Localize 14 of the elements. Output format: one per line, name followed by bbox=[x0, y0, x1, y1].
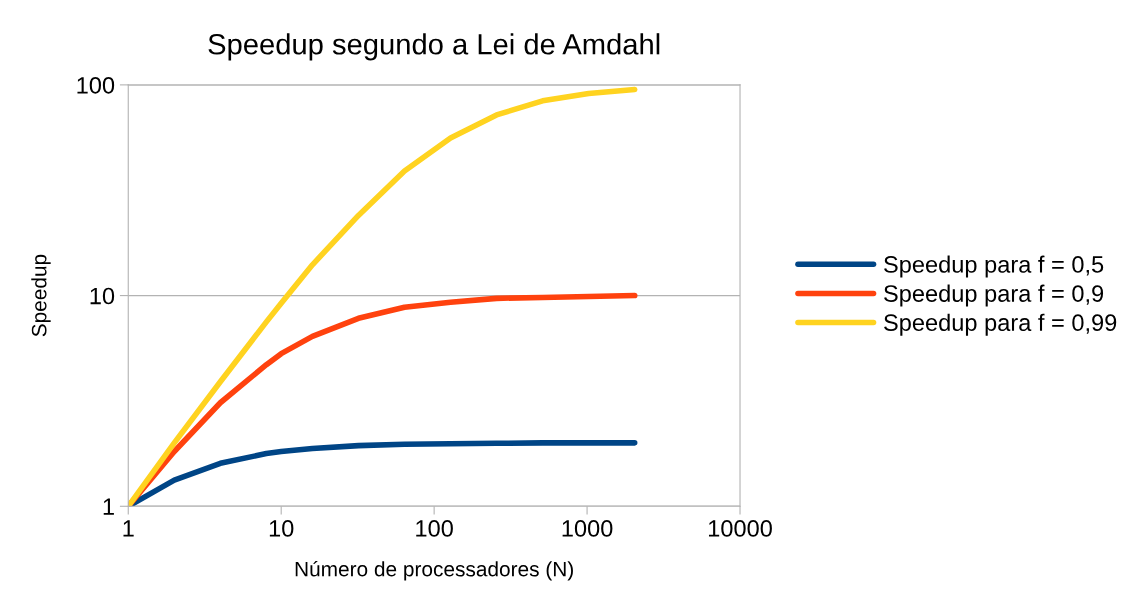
x-tick-label: 1 bbox=[123, 520, 134, 537]
y-tick-label: 1 bbox=[103, 498, 114, 515]
legend-label: Speedup para f = 0,5 bbox=[884, 255, 1104, 278]
x-tick-label: 100 bbox=[416, 520, 453, 537]
x-tick-label: 10000 bbox=[709, 520, 772, 537]
y-axis-title: Speedup bbox=[31, 254, 51, 337]
x-tick-label: 1000 bbox=[562, 520, 613, 537]
x-tick-label: 10 bbox=[269, 520, 294, 537]
y-tick-label: 10 bbox=[90, 287, 115, 305]
legend-label: Speedup para f = 0,99 bbox=[884, 313, 1117, 336]
chart-title: Speedup segundo a Lei de Amdahl bbox=[208, 33, 660, 61]
x-axis-title: Número de processadores (N) bbox=[295, 560, 573, 581]
y-tick-label: 100 bbox=[77, 76, 115, 94]
legend-label: Speedup para f = 0,9 bbox=[884, 284, 1104, 307]
